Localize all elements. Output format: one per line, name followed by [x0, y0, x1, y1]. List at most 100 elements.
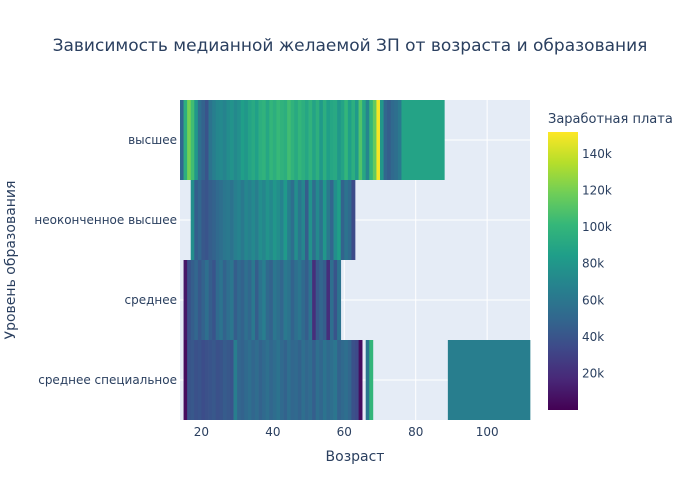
heatmap-cell	[287, 100, 292, 180]
y-axis-ticks: высшее неоконченное высшее среднее среднее …	[34, 133, 177, 387]
heatmap-cell	[322, 260, 327, 340]
heatmap-cell	[201, 180, 206, 260]
heatmap-cell	[197, 340, 202, 420]
heatmap-cell	[190, 260, 195, 340]
heatmap-cell	[240, 340, 245, 420]
heatmap-cell	[187, 260, 192, 340]
heatmap-cell	[308, 340, 313, 420]
heatmap-cell	[247, 180, 252, 260]
heatmap-cell	[215, 340, 220, 420]
heatmap-cell	[208, 100, 213, 180]
heatmap-cell	[272, 260, 277, 340]
x-tick-label: 100	[476, 425, 499, 439]
heatmap-cell	[269, 260, 274, 340]
heatmap-cell	[301, 260, 306, 340]
heatmap-cell	[344, 100, 349, 180]
heatmap-cell	[244, 180, 249, 260]
heatmap-cell	[240, 100, 245, 180]
heatmap-cell	[276, 340, 281, 420]
heatmap-cell	[255, 100, 259, 180]
heatmap-cell	[208, 180, 213, 260]
heatmap-cell	[326, 100, 331, 180]
heatmap-cell	[365, 100, 370, 180]
heatmap-cell	[294, 180, 299, 260]
colorbar-tick-label: 60k	[582, 293, 604, 307]
colorbar-tick-label: 120k	[582, 184, 612, 198]
heatmap-cell	[244, 340, 249, 420]
heatmap-cell	[290, 100, 295, 180]
heatmap-cell	[330, 100, 334, 180]
heatmap-cell	[240, 260, 245, 340]
heatmap-cell	[251, 260, 256, 340]
heatmap-cell	[322, 100, 327, 180]
heatmap-cell	[330, 180, 334, 260]
heatmap-cell	[294, 260, 299, 340]
heatmap-cell	[265, 180, 270, 260]
heatmap-cell	[262, 180, 267, 260]
heatmap-cell	[219, 260, 224, 340]
heatmap-cell	[319, 340, 324, 420]
heatmap-cell	[290, 340, 295, 420]
colorbar-ticks: 20k 40k 60k 80k 100k 120k 140k	[582, 147, 612, 380]
heatmap-cell	[305, 260, 309, 340]
heatmap-cell	[297, 340, 302, 420]
heatmap-cell	[262, 340, 267, 420]
heatmap-cell	[244, 100, 249, 180]
heatmap-cell	[337, 100, 342, 180]
colorbar-tick-label: 20k	[582, 366, 604, 380]
heatmap-cell	[447, 340, 531, 420]
heatmap-cell	[365, 340, 370, 420]
heatmap-cell	[326, 260, 331, 340]
heatmap-cell	[333, 340, 338, 420]
heatmap-cell	[312, 260, 317, 340]
heatmap-cell	[258, 260, 263, 340]
x-tick-label: 20	[194, 425, 209, 439]
heatmap-cell	[315, 100, 320, 180]
heatmap-cell	[280, 340, 284, 420]
heatmap-cell	[262, 260, 267, 340]
heatmap-cell	[201, 100, 206, 180]
heatmap-cell	[258, 340, 263, 420]
heatmap-cell	[294, 100, 299, 180]
colorbar-tick-label: 140k	[582, 147, 612, 161]
heatmap-cell	[265, 100, 270, 180]
heatmap-cell	[330, 340, 334, 420]
heatmap-cell	[219, 340, 224, 420]
heatmap-cell	[205, 260, 209, 340]
heatmap-cell	[276, 260, 281, 340]
heatmap-cell	[247, 260, 252, 340]
heatmap-cell	[226, 180, 231, 260]
heatmap-cell	[255, 180, 259, 260]
heatmap-cell	[208, 340, 213, 420]
heatmap-cell	[205, 340, 209, 420]
heatmap-cell	[262, 100, 267, 180]
heatmap-cell	[251, 340, 256, 420]
heatmap-cell	[308, 260, 313, 340]
heatmap-cell	[201, 260, 206, 340]
heatmap-cells	[180, 100, 531, 420]
heatmap-cell	[222, 260, 227, 340]
heatmap-cell	[255, 260, 259, 340]
heatmap-cell	[322, 340, 327, 420]
heatmap-cell	[401, 100, 445, 180]
heatmap-cell	[280, 180, 284, 260]
heatmap-cell	[283, 260, 288, 340]
heatmap-cell	[233, 100, 238, 180]
chart-title: Зависимость медианной желаемой ЗП от воз…	[53, 36, 648, 56]
heatmap-cell	[230, 100, 234, 180]
heatmap-cell	[312, 180, 317, 260]
heatmap-cell	[287, 180, 292, 260]
heatmap-cell	[280, 100, 284, 180]
heatmap-cell	[297, 100, 302, 180]
x-axis-label: Возраст	[326, 449, 385, 465]
heatmap-cell	[301, 180, 306, 260]
heatmap-cell	[269, 100, 274, 180]
heatmap-cell	[358, 100, 363, 180]
heatmap-cell	[233, 340, 238, 420]
heatmap-cell	[301, 340, 306, 420]
x-tick-label: 60	[337, 425, 352, 439]
heatmap-cell	[180, 100, 184, 180]
heatmap-cell	[369, 340, 374, 420]
heatmap-cell	[251, 100, 256, 180]
